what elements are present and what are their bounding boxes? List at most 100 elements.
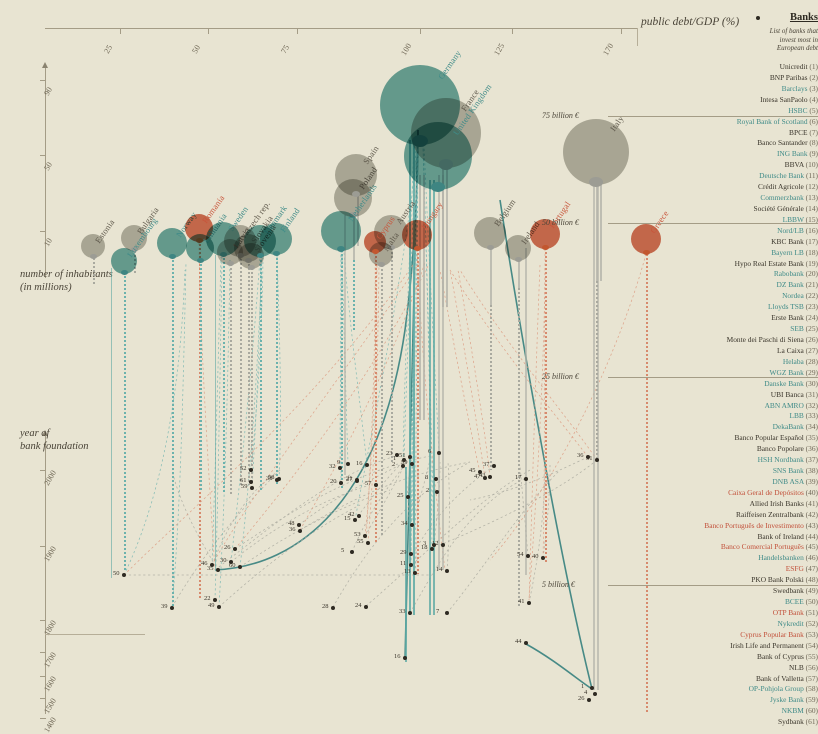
scale-marker-rule <box>608 377 818 378</box>
bank-list-item[interactable]: Intesa SanPaolo (4) <box>760 95 818 104</box>
bank-name: OTP Bank <box>772 608 804 617</box>
bank-list-item[interactable]: DekaBank (34) <box>773 422 818 431</box>
bank-list-item[interactable]: La Caixa (27) <box>777 346 818 355</box>
bank-list-item[interactable]: Lloyds TSB (23) <box>768 302 818 311</box>
bank-list-item[interactable]: Irish Life and Permanent (54) <box>730 641 818 650</box>
bank-list-item[interactable]: LBBW (15) <box>783 215 818 224</box>
bank-list-item[interactable]: Hypo Real Estate Bank (19) <box>735 259 818 268</box>
country-stem-teal <box>429 180 431 615</box>
bank-list-item[interactable]: BNP Paribas (2) <box>770 73 818 82</box>
country-bubble <box>260 223 292 255</box>
year-axis-tick <box>40 698 46 699</box>
year-axis-title-line1: year of <box>20 428 50 439</box>
bank-list-item[interactable]: Nykredit (52) <box>778 619 818 628</box>
bank-list-item[interactable]: Raiffeisen Zentralbank (42) <box>736 510 818 519</box>
bank-name: Erste Bank <box>771 313 804 323</box>
bank-list-item[interactable]: Banco Popular Español (35) <box>734 433 818 442</box>
bank-list-item[interactable]: Unicredit (1) <box>780 62 818 71</box>
bank-list-item[interactable]: SNS Bank (38) <box>773 466 818 475</box>
bank-list-item[interactable]: OTP Bank (51) <box>773 608 818 617</box>
bank-point-number: 28 <box>322 603 329 610</box>
bank-list-item[interactable]: ABN AMRO (32) <box>765 401 818 410</box>
bank-list-item[interactable]: ESFG (47) <box>786 564 818 573</box>
bank-list-item[interactable]: NLB (56) <box>789 663 818 672</box>
bank-index: (24) <box>803 313 818 323</box>
bank-list-item[interactable]: Bayern LB (18) <box>771 248 818 257</box>
bank-name: BCEE <box>784 597 804 607</box>
bank-list-item[interactable]: Monte dei Paschi di Siena (26) <box>727 335 818 344</box>
country-bubble-cap <box>377 261 385 267</box>
bank-list-item[interactable]: Commerzbank (13) <box>760 193 818 202</box>
bank-name: HSH Nordbank <box>757 455 804 465</box>
bank-point-number: 6 <box>428 448 432 455</box>
bank-list-item[interactable]: OP-Pohjola Group (58) <box>749 684 818 693</box>
country-label: Spain <box>360 143 381 167</box>
bank-name: Banco Comercial Português <box>720 542 804 552</box>
bank-list-item[interactable]: NKBM (60) <box>782 706 818 715</box>
bank-list-item[interactable]: WGZ Bank (29) <box>770 368 818 377</box>
bank-list-item[interactable]: Deutsche Bank (11) <box>759 171 818 180</box>
bank-list-item[interactable]: Banco Português de Investimento (43) <box>704 521 818 530</box>
bank-index: (43) <box>803 520 818 530</box>
bank-list-item[interactable]: DNB ASA (39) <box>772 477 818 486</box>
country-bubble-cap <box>371 248 379 254</box>
bank-point-number: 49 <box>208 602 215 609</box>
country-stem-teal <box>413 140 415 615</box>
year-axis-tick <box>40 676 46 677</box>
bank-list-item[interactable]: Bank of Valletta (57) <box>756 674 818 683</box>
bank-list-item[interactable]: Bank of Cyprus (55) <box>757 652 818 661</box>
bank-point-number: 24 <box>355 602 362 609</box>
bank-name: Sydbank <box>777 717 804 727</box>
bank-name: LBBW <box>782 214 804 224</box>
bank-list-item[interactable]: Bank of Ireland (44) <box>757 532 818 541</box>
bank-list-item[interactable]: HSH Nordbank (37) <box>758 455 818 464</box>
bank-list-item[interactable]: Rabobank (20) <box>774 269 818 278</box>
bank-point-number: 26 <box>578 695 585 702</box>
year-axis-tick <box>40 470 46 471</box>
bank-point-number: 43 <box>479 472 486 479</box>
bank-index: (52) <box>803 618 818 628</box>
country-stem-dotted <box>260 256 262 491</box>
bank-list-item[interactable]: Cyprus Popular Bank (53) <box>740 630 818 639</box>
bank-list-item[interactable]: Sydbank (61) <box>778 717 818 726</box>
bank-list-item[interactable]: Caixa Geral de Depósitos (40) <box>728 488 818 497</box>
bank-list-item[interactable]: KBC Bank (17) <box>771 237 818 246</box>
bank-name: WGZ Bank <box>769 367 804 377</box>
bank-list-item[interactable]: Société Générale (14) <box>754 204 818 213</box>
bank-list-item[interactable]: HSBC (5) <box>788 106 818 115</box>
bank-list-item[interactable]: LBB (33) <box>789 411 818 420</box>
bank-list-item[interactable]: Barclays (3) <box>782 84 818 93</box>
bank-index: (59) <box>803 695 818 705</box>
bank-point-number: 23 <box>386 450 393 457</box>
bank-list-item[interactable]: Swedbank (49) <box>773 586 818 595</box>
bank-list-item[interactable]: Jyske Bank (59) <box>770 695 818 704</box>
bank-list-item[interactable]: Banco Santander (8) <box>757 138 818 147</box>
bank-index: (44) <box>803 531 818 541</box>
bank-point <box>297 523 301 527</box>
bank-list-item[interactable]: Banco Popolare (36) <box>757 444 818 453</box>
bank-list-item[interactable]: BBVA (10) <box>785 160 818 169</box>
top-axis-line <box>45 28 637 29</box>
bank-index: (30) <box>803 378 818 388</box>
bank-index: (20) <box>803 269 818 279</box>
population-axis-line <box>45 68 46 278</box>
bank-list-item[interactable]: DZ Bank (21) <box>777 280 818 289</box>
bank-list-item[interactable]: PKO Bank Polski (48) <box>751 575 818 584</box>
bank-list-item[interactable]: Handelsbanken (46) <box>758 553 818 562</box>
bank-list-item[interactable]: Banco Comercial Português (45) <box>721 542 818 551</box>
bank-list-item[interactable]: Royal Bank of Scotland (6) <box>737 117 818 126</box>
bank-list-item[interactable]: Danske Bank (30) <box>764 379 818 388</box>
bank-list-item[interactable]: Nordea (22) <box>782 291 818 300</box>
legend-divider <box>637 28 638 46</box>
bank-list-item[interactable]: ING Bank (9) <box>777 149 818 158</box>
bank-list-item[interactable]: BCEE (50) <box>785 597 818 606</box>
bank-list-item[interactable]: SEB (25) <box>790 324 818 333</box>
bank-list-item[interactable]: Nord/LB (16) <box>777 226 818 235</box>
bank-list-item[interactable]: Crédit Agricole (12) <box>758 182 818 191</box>
bank-list-item[interactable]: UBI Banca (31) <box>771 390 818 399</box>
country-bubble-cap <box>89 253 97 259</box>
bank-list-item[interactable]: Erste Bank (24) <box>771 313 818 322</box>
bank-list-item[interactable]: Helaba (28) <box>783 357 818 366</box>
bank-list-item[interactable]: Allied Irish Banks (41) <box>750 499 818 508</box>
bank-list-item[interactable]: BPCE (7) <box>789 128 818 137</box>
